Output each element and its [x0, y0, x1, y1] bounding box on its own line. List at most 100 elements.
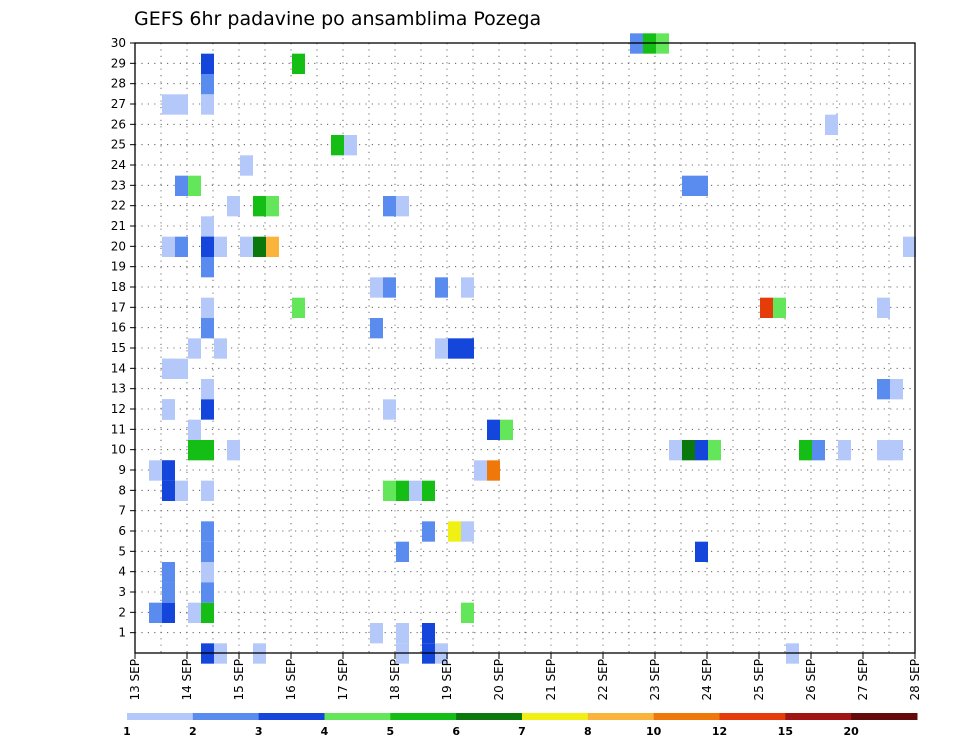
precip-cell-37 — [214, 338, 227, 359]
precip-cell-57 — [799, 440, 812, 461]
colorbar-swatch-6 — [522, 713, 589, 720]
precip-cell-11 — [188, 175, 201, 196]
precip-cell-49 — [500, 419, 513, 440]
precip-cell-39 — [448, 338, 461, 359]
x-tick-label-3: 16 SEP — [284, 659, 298, 701]
precip-run-2 — [201, 94, 214, 115]
precip-cell-43 — [877, 379, 890, 400]
y-tick-label-22: 22 — [111, 199, 126, 213]
precip-cell-52 — [227, 440, 240, 461]
x-tick-label-14: 27 SEP — [856, 659, 870, 701]
precip-run-13 — [201, 582, 214, 603]
precip-cell-64 — [474, 460, 487, 481]
precip-cell-82 — [201, 602, 214, 623]
colorbar-swatch-11 — [851, 713, 918, 720]
precip-cell-73 — [422, 521, 435, 542]
colorbar-swatch-8 — [653, 713, 720, 720]
precip-run-12 — [201, 562, 214, 583]
precip-cell-29 — [435, 277, 448, 298]
colorbar-swatch-2 — [258, 713, 325, 720]
precip-cell-33 — [773, 297, 786, 318]
precip-cell-10 — [175, 175, 188, 196]
colorbar-swatch-9 — [719, 713, 786, 720]
y-tick-label-13: 13 — [111, 382, 126, 396]
colorbar: 1 2 3 4 5 6 7 8 10 12 15 20 — [123, 713, 918, 738]
y-tick-label-15: 15 — [111, 341, 126, 355]
precip-cell-14 — [227, 196, 240, 217]
precip-cell-25 — [266, 236, 279, 257]
precip-cell-16 — [266, 196, 279, 217]
precip-cell-22 — [214, 236, 227, 257]
x-tick-label-0: 13 SEP — [128, 659, 142, 701]
precip-cells — [149, 33, 916, 664]
y-tick-label-11: 11 — [111, 422, 126, 436]
y-tick-label-12: 12 — [111, 402, 126, 416]
y-tick-label-19: 19 — [111, 260, 126, 274]
precip-cell-44 — [890, 379, 903, 400]
x-tick-label-7: 20 SEP — [492, 659, 506, 701]
precip-cell-42 — [175, 358, 188, 379]
colorbar-swatch-3 — [324, 713, 391, 720]
y-tick-label-6: 6 — [118, 524, 126, 538]
precip-cell-17 — [383, 196, 396, 217]
colorbar-label-12: 12 — [712, 725, 727, 738]
colorbar-swatch-4 — [390, 713, 457, 720]
y-tick-label-1: 1 — [118, 626, 126, 640]
grid-lines — [135, 42, 915, 653]
precip-run-7 — [201, 318, 214, 339]
colorbar-label-4: 4 — [321, 725, 329, 738]
precip-cell-35 — [370, 318, 383, 339]
y-tick-label-10: 10 — [111, 443, 126, 457]
colorbar-label-3: 3 — [255, 725, 263, 738]
x-tick-label-2: 15 SEP — [232, 659, 246, 701]
colorbar-label-2: 2 — [189, 725, 197, 738]
precip-cell-23 — [240, 236, 253, 257]
precip-cell-32 — [760, 297, 773, 318]
precip-cell-19 — [162, 236, 175, 257]
precip-cell-59 — [838, 440, 851, 461]
precip-cell-81 — [188, 602, 201, 623]
precip-run-17 — [162, 562, 175, 583]
precip-run-18 — [162, 582, 175, 603]
precip-cell-12 — [682, 175, 695, 196]
y-tick-label-26: 26 — [111, 117, 126, 131]
precip-cell-38 — [435, 338, 448, 359]
precip-cell-26 — [903, 236, 916, 257]
y-tick-label-17: 17 — [111, 300, 126, 314]
y-tick-label-25: 25 — [111, 138, 126, 152]
precip-cell-6 — [825, 114, 838, 135]
x-tick-label-6: 19 SEP — [440, 659, 454, 701]
x-tick-label-9: 22 SEP — [596, 659, 610, 701]
x-tick-label-13: 26 SEP — [804, 659, 818, 701]
precip-cell-48 — [487, 419, 500, 440]
precip-cell-40 — [461, 338, 474, 359]
precip-cell-74 — [448, 521, 461, 542]
precip-cell-80 — [162, 602, 175, 623]
precip-cell-69 — [383, 480, 396, 501]
precip-run-8 — [201, 379, 214, 400]
precip-cell-8 — [344, 135, 357, 156]
precip-cell-51 — [201, 440, 214, 461]
precip-run-9 — [201, 399, 214, 420]
precip-cell-61 — [890, 440, 903, 461]
precip-cell-66 — [162, 480, 175, 501]
precip-cell-83 — [461, 602, 474, 623]
colorbar-swatch-0 — [127, 713, 194, 720]
precip-cell-67 — [175, 480, 188, 501]
precip-cell-13 — [695, 175, 708, 196]
precip-cell-34 — [877, 297, 890, 318]
precip-cell-54 — [682, 440, 695, 461]
y-tick-label-9: 9 — [118, 463, 126, 477]
y-tick-label-14: 14 — [111, 361, 126, 375]
precip-run-5 — [201, 257, 214, 278]
precip-cell-62 — [149, 460, 162, 481]
y-tick-label-16: 16 — [111, 321, 126, 335]
x-tick-label-1: 14 SEP — [180, 659, 194, 701]
precip-cell-3 — [292, 53, 305, 74]
precip-cell-27 — [370, 277, 383, 298]
precip-cell-68 — [201, 480, 214, 501]
y-tick-label-2: 2 — [118, 605, 126, 619]
precip-run-4 — [201, 236, 214, 257]
precip-cell-84 — [370, 623, 383, 644]
y-tick-label-7: 7 — [118, 504, 126, 518]
